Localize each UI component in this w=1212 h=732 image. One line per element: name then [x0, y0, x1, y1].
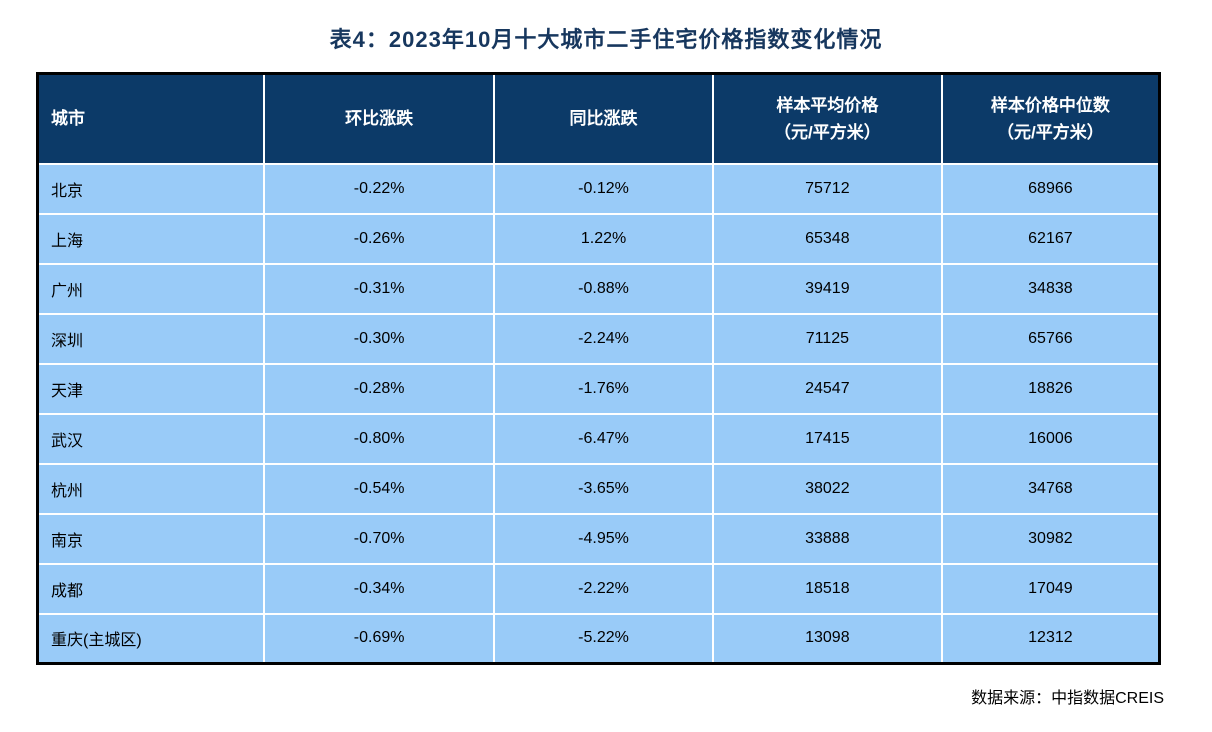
mom-change-cell: -0.80%	[263, 412, 496, 465]
table-row: 天津 -0.28% -1.76% 24547 18826	[36, 362, 1161, 415]
city-cell: 重庆(主城区)	[36, 612, 266, 665]
yoy-change-cell: -3.65%	[493, 462, 714, 515]
avg-price-cell: 18518	[711, 562, 943, 615]
table-row: 成都 -0.34% -2.22% 18518 17049	[36, 562, 1161, 615]
price-table: 城市 环比涨跌 同比涨跌 样本平均价格 （元/平方米） 样本价格中位数 （元/平	[36, 72, 1161, 665]
data-source-note: 数据来源：中指数据CREIS	[971, 690, 1164, 707]
median-price-cell: 34838	[940, 262, 1161, 315]
avg-price-cell: 13098	[711, 612, 943, 665]
avg-price-cell: 71125	[711, 312, 943, 365]
median-price-cell: 12312	[940, 612, 1161, 665]
mom-change-cell: -0.69%	[263, 612, 496, 665]
mom-change-cell: -0.26%	[263, 212, 496, 265]
header-median-price-unit: （元/平方米）	[997, 122, 1104, 142]
header-mom-change: 环比涨跌	[263, 72, 496, 165]
avg-price-cell: 17415	[711, 412, 943, 465]
header-avg-price: 样本平均价格 （元/平方米）	[711, 72, 943, 165]
avg-price-cell: 24547	[711, 362, 943, 415]
header-avg-price-unit: （元/平方米）	[773, 122, 881, 142]
header-yoy-change: 同比涨跌	[493, 72, 714, 165]
avg-price-cell: 38022	[711, 462, 943, 515]
city-cell: 北京	[36, 162, 266, 215]
median-price-cell: 30982	[940, 512, 1161, 565]
avg-price-cell: 75712	[711, 162, 943, 215]
table-row: 北京 -0.22% -0.12% 75712 68966	[36, 162, 1161, 215]
median-price-cell: 16006	[940, 412, 1161, 465]
header-yoy-label: 同比涨跌	[569, 109, 638, 129]
median-price-cell: 68966	[940, 162, 1161, 215]
mom-change-cell: -0.70%	[263, 512, 496, 565]
header-median-price: 样本价格中位数 （元/平方米）	[940, 72, 1161, 165]
median-price-cell: 34768	[940, 462, 1161, 515]
table-title: 表4：2023年10月十大城市二手住宅价格指数变化情况	[329, 27, 883, 52]
city-cell: 广州	[36, 262, 266, 315]
header-city: 城市	[36, 72, 266, 165]
yoy-change-cell: -0.88%	[493, 262, 714, 315]
city-cell: 成都	[36, 562, 266, 615]
table-row: 深圳 -0.30% -2.24% 71125 65766	[36, 312, 1161, 365]
price-table-container: 城市 环比涨跌 同比涨跌 样本平均价格 （元/平方米） 样本价格中位数 （元/平	[36, 72, 1161, 665]
yoy-change-cell: -6.47%	[493, 412, 714, 465]
city-cell: 天津	[36, 362, 266, 415]
table-row: 武汉 -0.80% -6.47% 17415 16006	[36, 412, 1161, 465]
city-cell: 南京	[36, 512, 266, 565]
table-row: 南京 -0.70% -4.95% 33888 30982	[36, 512, 1161, 565]
yoy-change-cell: -4.95%	[493, 512, 714, 565]
yoy-change-cell: -2.24%	[493, 312, 714, 365]
header-median-price-label: 样本价格中位数	[990, 95, 1110, 115]
city-cell: 上海	[36, 212, 266, 265]
mom-change-cell: -0.31%	[263, 262, 496, 315]
table-row: 上海 -0.26% 1.22% 65348 62167	[36, 212, 1161, 265]
median-price-cell: 17049	[940, 562, 1161, 615]
table-row: 广州 -0.31% -0.88% 39419 34838	[36, 262, 1161, 315]
table-row: 重庆(主城区) -0.69% -5.22% 13098 12312	[36, 612, 1161, 665]
city-cell: 杭州	[36, 462, 266, 515]
median-price-cell: 18826	[940, 362, 1161, 415]
table-header: 城市 环比涨跌 同比涨跌 样本平均价格 （元/平方米） 样本价格中位数 （元/平	[36, 72, 1161, 165]
avg-price-cell: 33888	[711, 512, 943, 565]
mom-change-cell: -0.28%	[263, 362, 496, 415]
yoy-change-cell: -1.76%	[493, 362, 714, 415]
table-row: 杭州 -0.54% -3.65% 38022 34768	[36, 462, 1161, 515]
header-avg-price-label: 样本平均价格	[776, 95, 879, 115]
city-cell: 武汉	[36, 412, 266, 465]
avg-price-cell: 39419	[711, 262, 943, 315]
table-body: 北京 -0.22% -0.12% 75712 68966 上海 -0.26% 1.22% 653…	[36, 162, 1161, 665]
median-price-cell: 65766	[940, 312, 1161, 365]
mom-change-cell: -0.30%	[263, 312, 496, 365]
mom-change-cell: -0.34%	[263, 562, 496, 615]
avg-price-cell: 65348	[711, 212, 943, 265]
header-city-label: 城市	[51, 109, 85, 129]
yoy-change-cell: -5.22%	[493, 612, 714, 665]
header-mom-label: 环比涨跌	[345, 109, 414, 129]
mom-change-cell: -0.22%	[263, 162, 496, 215]
header-row: 城市 环比涨跌 同比涨跌 样本平均价格 （元/平方米） 样本价格中位数 （元/平	[36, 72, 1161, 165]
yoy-change-cell: 1.22%	[493, 212, 714, 265]
median-price-cell: 62167	[940, 212, 1161, 265]
mom-change-cell: -0.54%	[263, 462, 496, 515]
city-cell: 深圳	[36, 312, 266, 365]
yoy-change-cell: -2.22%	[493, 562, 714, 615]
yoy-change-cell: -0.12%	[493, 162, 714, 215]
